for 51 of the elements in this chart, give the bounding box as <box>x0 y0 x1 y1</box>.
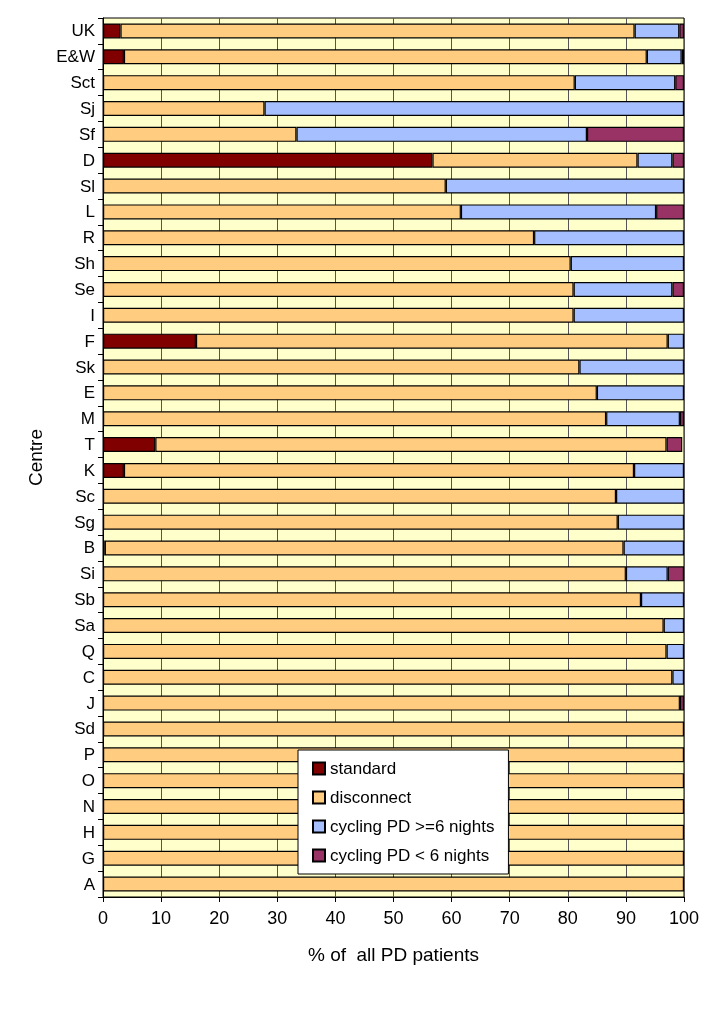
y-tick-label: Sh <box>74 254 95 274</box>
y-tick-label: G <box>81 848 95 868</box>
legend-label: cycling PD < 6 nights <box>330 846 490 865</box>
y-tick-label: Sct <box>70 73 96 93</box>
y-tick-label: Sl <box>79 176 95 196</box>
x-tick-label: 50 <box>383 908 404 928</box>
y-tick-label: Sf <box>78 124 96 144</box>
y-tick-label: Si <box>79 564 95 584</box>
y-tick-label: E&W <box>56 47 95 67</box>
y-tick-label: E <box>83 383 95 403</box>
x-tick-label: 60 <box>441 908 462 928</box>
y-tick-label: Sd <box>74 719 95 739</box>
legend-label: standard <box>330 759 397 778</box>
y-tick-label: Sj <box>79 98 95 118</box>
y-tick-label: K <box>83 460 96 480</box>
x-tick-label: 30 <box>267 908 288 928</box>
y-tick-label: Sg <box>74 512 95 532</box>
y-axis-title: Centre <box>25 428 47 487</box>
x-axis-title: % of all PD patients <box>307 944 480 965</box>
y-tick-label: UK <box>71 21 96 41</box>
y-tick-label: H <box>82 822 95 842</box>
y-tick-label: Sc <box>75 486 96 506</box>
x-tick-label: 10 <box>151 908 172 928</box>
x-tick-label: 80 <box>557 908 578 928</box>
y-tick-label: F <box>84 331 95 351</box>
y-tick-label: J <box>86 693 95 713</box>
y-tick-label: Sb <box>74 590 95 610</box>
y-tick-label: L <box>85 202 95 222</box>
y-tick-label: O <box>81 771 95 791</box>
y-tick-label: M <box>80 409 95 429</box>
x-tick-label: 0 <box>97 908 109 928</box>
x-tick-label: 100 <box>668 908 700 928</box>
y-tick-label: P <box>83 745 95 765</box>
x-tick-label: 40 <box>325 908 346 928</box>
x-tick-label: 20 <box>209 908 230 928</box>
y-tick-label: Se <box>74 279 95 299</box>
y-tick-label: Sa <box>74 616 96 636</box>
y-tick-label: A <box>83 874 96 894</box>
y-tick-label: C <box>82 667 95 687</box>
y-tick-label: Q <box>81 641 95 661</box>
y-tick-label: N <box>82 797 95 817</box>
legend-label: disconnect <box>330 788 412 807</box>
y-tick-label: R <box>82 228 95 248</box>
x-tick-label: 70 <box>499 908 520 928</box>
y-tick-label: B <box>83 538 95 558</box>
x-tick-label: 90 <box>615 908 636 928</box>
y-tick-label: I <box>90 305 95 325</box>
legend-label: cycling PD >=6 nights <box>330 817 495 836</box>
y-tick-label: D <box>82 150 95 170</box>
y-tick-label: T <box>84 435 95 455</box>
y-tick-label: Sk <box>75 357 96 377</box>
